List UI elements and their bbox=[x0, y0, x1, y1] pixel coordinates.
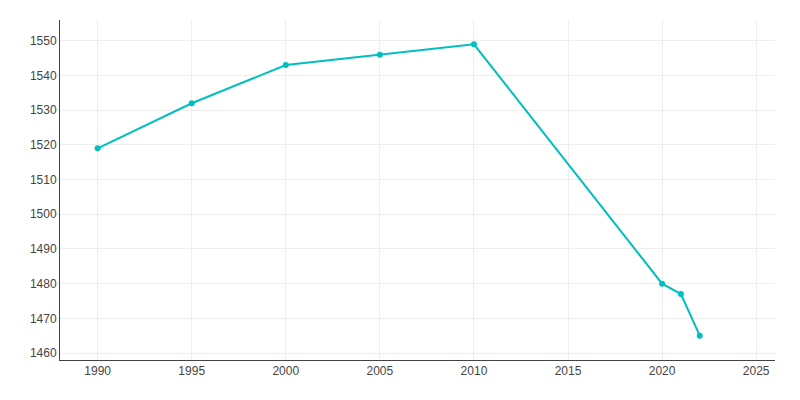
svg-text:1530: 1530 bbox=[30, 103, 57, 117]
svg-text:1460: 1460 bbox=[30, 346, 57, 360]
svg-text:1550: 1550 bbox=[30, 34, 57, 48]
svg-text:1500: 1500 bbox=[30, 207, 57, 221]
svg-text:2015: 2015 bbox=[555, 364, 582, 378]
svg-text:1470: 1470 bbox=[30, 312, 57, 326]
svg-text:1990: 1990 bbox=[84, 364, 111, 378]
svg-text:1490: 1490 bbox=[30, 242, 57, 256]
svg-text:1540: 1540 bbox=[30, 69, 57, 83]
svg-text:2020: 2020 bbox=[649, 364, 676, 378]
svg-text:2010: 2010 bbox=[461, 364, 488, 378]
svg-text:1510: 1510 bbox=[30, 173, 57, 187]
svg-text:1995: 1995 bbox=[178, 364, 205, 378]
svg-text:1480: 1480 bbox=[30, 277, 57, 291]
svg-text:2005: 2005 bbox=[367, 364, 394, 378]
svg-text:1520: 1520 bbox=[30, 138, 57, 152]
svg-text:2000: 2000 bbox=[272, 364, 299, 378]
svg-text:2025: 2025 bbox=[743, 364, 770, 378]
